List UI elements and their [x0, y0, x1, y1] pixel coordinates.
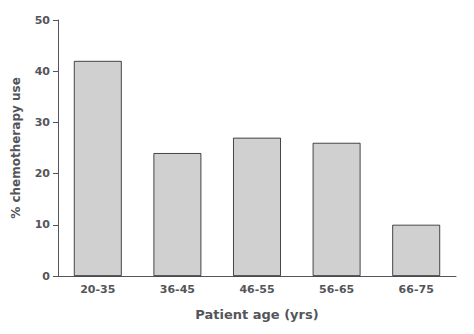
svg-text:50: 50	[35, 14, 51, 27]
svg-text:0: 0	[42, 270, 50, 283]
svg-text:10: 10	[35, 218, 51, 231]
svg-text:36-45: 36-45	[160, 283, 195, 296]
svg-text:30: 30	[35, 116, 51, 129]
svg-text:66-75: 66-75	[399, 283, 434, 296]
svg-text:46-55: 46-55	[239, 283, 274, 296]
svg-text:40: 40	[35, 65, 51, 78]
svg-text:Patient age (yrs): Patient age (yrs)	[195, 307, 318, 322]
svg-text:20: 20	[35, 167, 51, 180]
svg-text:56-65: 56-65	[319, 283, 354, 296]
svg-text:20-35: 20-35	[80, 283, 115, 296]
svg-text:% chemotherapy use: % chemotherapy use	[9, 77, 23, 219]
